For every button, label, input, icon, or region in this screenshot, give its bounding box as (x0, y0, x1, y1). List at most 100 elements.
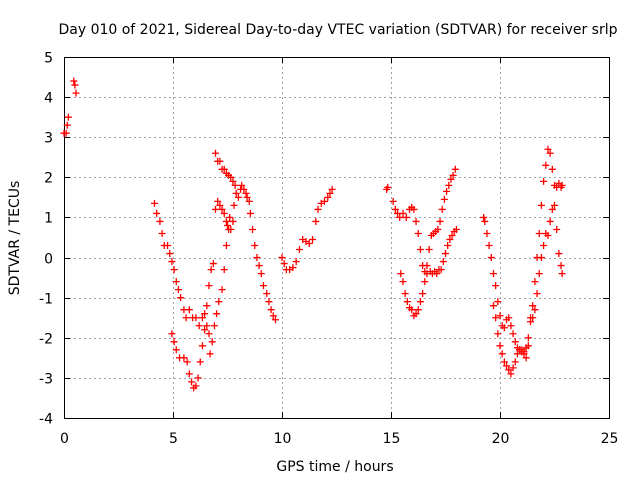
data-point (305, 240, 313, 248)
data-point (439, 258, 447, 266)
data-point (201, 326, 209, 334)
data-point (389, 197, 397, 205)
x-tick-labels: 0 5 10 15 20 25 (60, 431, 618, 447)
data-point (416, 246, 424, 254)
data-point (531, 278, 539, 286)
data-point (548, 165, 556, 173)
data-point (433, 270, 441, 278)
data-point (434, 225, 442, 233)
data-point (278, 254, 286, 262)
data-point (226, 213, 234, 221)
data-point (216, 201, 224, 209)
data-point (70, 77, 78, 85)
data-point (509, 364, 517, 372)
data-point (220, 209, 228, 217)
data-point (494, 330, 502, 338)
data-point (238, 181, 246, 189)
data-point (529, 302, 537, 310)
data-point (448, 231, 456, 239)
x-tick-label: 25 (601, 431, 619, 447)
data-point (245, 197, 253, 205)
x-tick-label: 10 (274, 431, 292, 447)
data-point (485, 242, 493, 250)
data-point (168, 258, 176, 266)
data-point (492, 282, 500, 290)
data-point (496, 342, 504, 350)
data-point (216, 157, 224, 165)
data-point (170, 266, 178, 274)
data-point (249, 225, 257, 233)
data-point (195, 322, 203, 330)
data-point (295, 246, 303, 254)
x-tick-label: 20 (492, 431, 510, 447)
data-point (208, 338, 216, 346)
data-point (324, 193, 332, 201)
data-point (289, 264, 297, 272)
data-point (71, 81, 79, 89)
data-point (218, 205, 226, 213)
data-point (489, 270, 497, 278)
data-point (443, 187, 451, 195)
data-point (231, 181, 239, 189)
data-point (505, 366, 513, 374)
data-point (449, 171, 457, 179)
data-point (402, 213, 410, 221)
data-point (540, 177, 548, 185)
data-point (309, 236, 317, 244)
data-point (212, 149, 220, 157)
data-point (232, 189, 240, 197)
data-point (321, 197, 329, 205)
data-point (246, 209, 254, 217)
data-point (384, 183, 392, 191)
data-point (198, 342, 206, 350)
data-point (267, 306, 275, 314)
data-point (442, 250, 449, 258)
data-point (558, 181, 566, 189)
data-point (537, 254, 545, 262)
data-point (416, 298, 424, 306)
data-point (222, 242, 230, 250)
data-point (205, 330, 213, 338)
data-point (446, 236, 454, 244)
chart-title: Day 010 of 2021, Sidereal Day-to-day VTE… (58, 22, 617, 38)
data-point (553, 225, 561, 233)
data-point (444, 242, 452, 250)
data-point (194, 374, 202, 382)
data-point (494, 298, 502, 306)
data-point (172, 278, 180, 286)
data-point (172, 346, 180, 354)
y-tick-label: -1 (39, 292, 53, 308)
data-point (212, 205, 220, 213)
data-point (451, 165, 459, 173)
data-point (326, 189, 334, 197)
data-points (60, 77, 566, 392)
data-point (243, 193, 251, 201)
data-point (399, 209, 407, 217)
data-point (203, 302, 211, 310)
data-point (227, 173, 235, 181)
data-point (251, 242, 259, 250)
data-point (220, 266, 228, 274)
data-point (410, 205, 418, 213)
data-point (271, 316, 279, 324)
data-point (201, 310, 209, 318)
y-tick-label: -3 (39, 372, 53, 388)
data-point (511, 338, 519, 346)
data-point (524, 342, 532, 350)
data-point (180, 354, 188, 362)
data-point (544, 231, 552, 239)
data-point (230, 201, 238, 209)
y-tick-label: 2 (44, 171, 53, 187)
data-point (210, 322, 218, 330)
data-point (242, 189, 250, 197)
data-point (183, 358, 191, 366)
data-point (487, 254, 495, 262)
y-tick-label: -2 (39, 332, 53, 348)
data-point (542, 161, 550, 169)
data-point (492, 314, 500, 322)
data-point (481, 217, 489, 225)
data-point (63, 121, 71, 129)
data-point (500, 324, 508, 332)
data-point (507, 322, 515, 330)
